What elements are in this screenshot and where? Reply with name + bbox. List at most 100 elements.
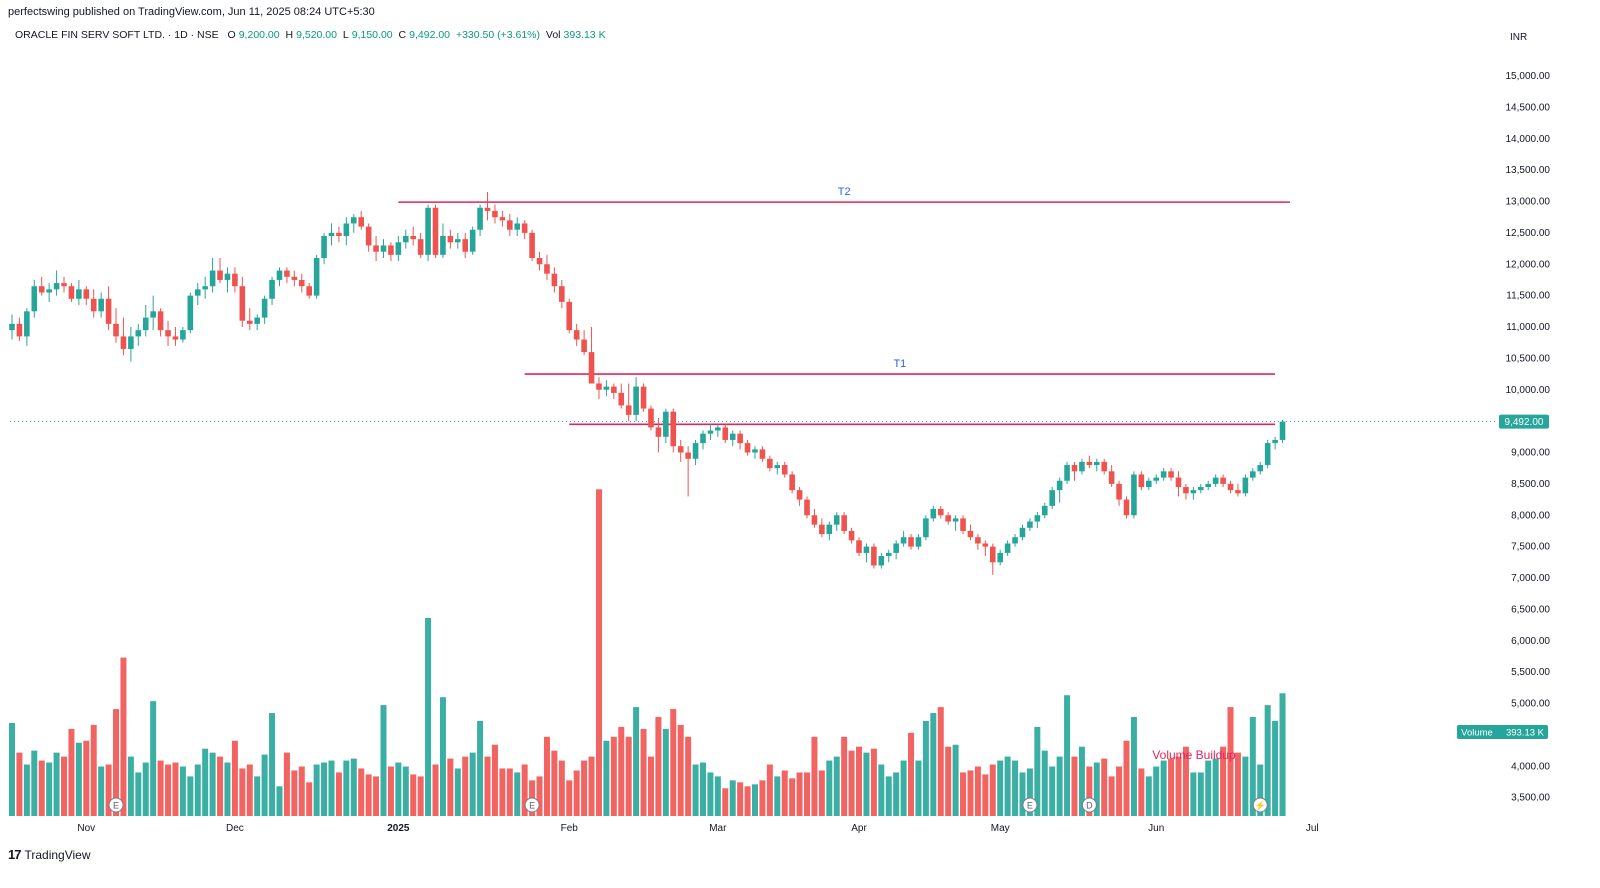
volume-bar — [23, 764, 30, 816]
volume-bar — [685, 736, 692, 816]
volume-bar — [31, 750, 38, 816]
currency-label[interactable]: INR — [1510, 32, 1528, 43]
volume-bar — [514, 772, 521, 816]
volume-bar — [417, 776, 424, 816]
volume-bar — [254, 776, 261, 816]
candle-body — [306, 286, 312, 296]
candle-body — [826, 524, 833, 535]
time-tick-label: Feb — [561, 823, 579, 834]
volume-bar — [1034, 726, 1041, 816]
volume-bar — [298, 766, 305, 816]
volume-bar — [16, 752, 23, 816]
event-marker-label: E — [1027, 801, 1033, 811]
candle-body — [462, 239, 469, 252]
volume-bar — [291, 770, 298, 816]
price-tick-label: 13,000.00 — [1506, 197, 1551, 208]
candle-body — [559, 286, 565, 302]
volume-bar — [967, 770, 974, 816]
price-tick-label: 8,000.00 — [1511, 510, 1550, 521]
tradingview-brand: TradingView — [24, 847, 91, 862]
volume-label: Vol — [545, 29, 561, 41]
volume-bar — [766, 764, 773, 816]
volume-bar — [165, 764, 172, 816]
volume-bar — [558, 760, 565, 816]
candle-body — [1101, 461, 1108, 472]
volume-bar — [521, 764, 528, 816]
candle-body — [819, 524, 825, 535]
price-tick-label: 14,500.00 — [1506, 102, 1551, 113]
candle-body — [1190, 490, 1197, 494]
volume-bar — [350, 758, 357, 816]
volume-bar — [61, 756, 68, 816]
candle-body — [989, 546, 996, 563]
volume-bar — [937, 707, 944, 816]
volume-bar — [343, 760, 350, 816]
time-tick-label: Jul — [1306, 823, 1319, 834]
volume-bar — [640, 728, 647, 816]
volume-bar — [818, 770, 825, 816]
candle-body — [1071, 465, 1078, 472]
volume-bar — [179, 766, 186, 816]
candle-body — [1183, 487, 1189, 494]
candle-body — [224, 273, 231, 280]
volume-bar — [573, 770, 580, 816]
volume-bar — [670, 709, 677, 816]
candle-body — [529, 232, 535, 258]
candle-body — [789, 474, 795, 491]
volume-bar — [1078, 746, 1085, 816]
candle-body — [232, 273, 238, 287]
price-tick-label: 11,500.00 — [1506, 291, 1550, 302]
volume-bar — [358, 768, 365, 816]
candle-body — [180, 330, 186, 340]
candle-body — [113, 323, 119, 337]
volume-bar — [313, 764, 320, 816]
volume-bar — [283, 752, 290, 816]
low-value: 9,150.00 — [351, 29, 393, 41]
candle-body — [477, 207, 483, 230]
volume-bar — [462, 756, 469, 816]
volume-bar — [900, 760, 907, 816]
volume-bar — [187, 776, 194, 816]
volume-bar — [365, 774, 372, 816]
candle-body — [284, 270, 290, 277]
candle-body — [841, 515, 847, 531]
volume-bar — [699, 762, 706, 816]
volume-bar — [692, 764, 699, 816]
volume-bar — [707, 772, 714, 816]
symbol-name[interactable]: ORACLE FIN SERV SOFT LTD. · 1D · NSE — [15, 29, 219, 41]
open-value: 9,200.00 — [238, 29, 280, 41]
volume-bar — [439, 697, 446, 816]
time-tick-label: Apr — [851, 823, 867, 834]
volume-bar — [945, 746, 952, 816]
volume-bar — [127, 756, 134, 816]
volume-bar — [246, 764, 253, 816]
close-value: 9,492.00 — [409, 29, 451, 41]
volume-bar — [231, 740, 238, 816]
candle-body — [640, 386, 647, 409]
candle-body — [1041, 505, 1048, 516]
candle-body — [521, 223, 528, 233]
candle-body — [261, 298, 268, 318]
volume-bar — [1101, 758, 1108, 816]
volume-bar — [930, 713, 937, 816]
candle-body — [1093, 461, 1100, 466]
candle-body — [633, 386, 639, 415]
volume-bar — [551, 750, 558, 816]
volume-bar — [477, 720, 484, 816]
volume-bar — [98, 766, 105, 816]
time-tick-label: May — [991, 823, 1010, 834]
candle-body — [172, 336, 179, 340]
price-tick-label: 5,500.00 — [1511, 667, 1550, 678]
price-tick-label: 10,500.00 — [1506, 353, 1551, 364]
candle-body — [781, 465, 788, 475]
volume-bar — [1220, 746, 1227, 816]
candle-body — [796, 490, 803, 500]
volume-bar — [1168, 758, 1175, 816]
candle-body — [269, 279, 275, 299]
candle-body — [566, 301, 573, 331]
tradingview-logo[interactable]: 17 TradingView — [8, 847, 91, 862]
volume-bar — [1145, 776, 1152, 816]
volume-bar — [1138, 768, 1145, 816]
volume-bar — [261, 754, 268, 816]
